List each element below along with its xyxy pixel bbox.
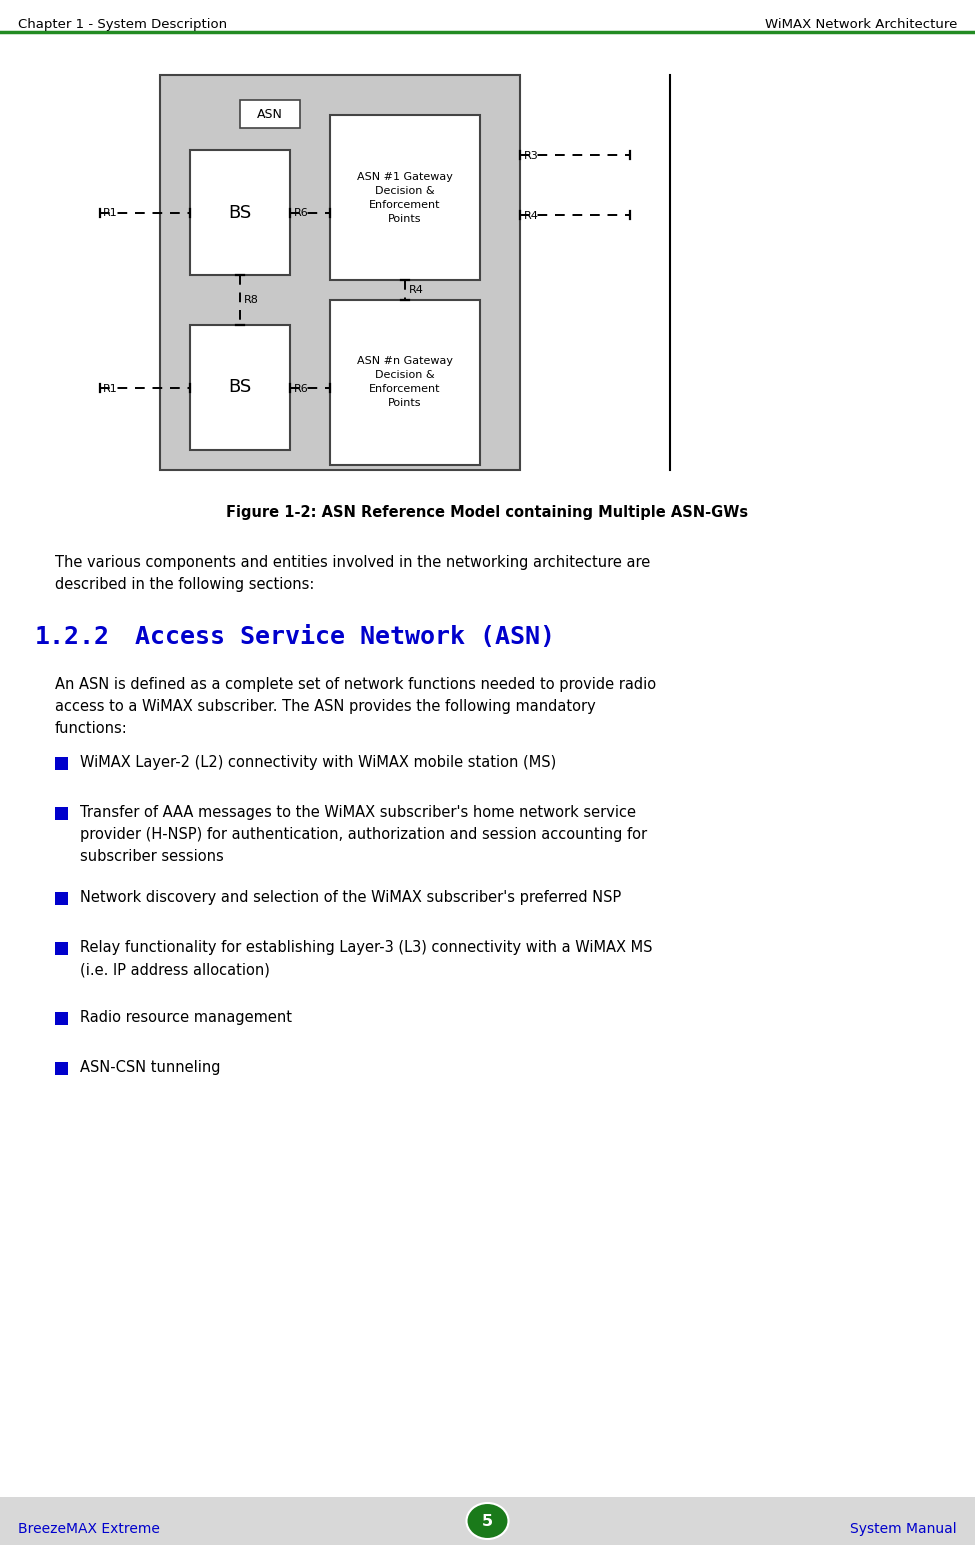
- Bar: [190, 324, 290, 450]
- Bar: [55, 942, 68, 955]
- Text: ASN: ASN: [257, 108, 283, 121]
- Text: ASN #n Gateway
Decision &
Enforcement
Points: ASN #n Gateway Decision & Enforcement Po…: [357, 357, 453, 408]
- Text: An ASN is defined as a complete set of network functions needed to provide radio: An ASN is defined as a complete set of n…: [55, 677, 656, 737]
- Text: ASN #1 Gateway
Decision &
Enforcement
Points: ASN #1 Gateway Decision & Enforcement Po…: [357, 171, 453, 224]
- Text: R1: R1: [103, 209, 118, 218]
- Text: WiMAX Network Architecture: WiMAX Network Architecture: [764, 19, 957, 31]
- Bar: [160, 76, 520, 470]
- Text: The various components and entities involved in the networking architecture are
: The various components and entities invo…: [55, 555, 650, 592]
- Bar: [0, 1497, 975, 1545]
- Ellipse shape: [466, 1503, 509, 1539]
- Bar: [240, 100, 300, 128]
- Text: WiMAX Layer-2 (L2) connectivity with WiMAX mobile station (MS): WiMAX Layer-2 (L2) connectivity with WiM…: [80, 756, 557, 769]
- Text: BS: BS: [228, 204, 252, 221]
- Text: R4: R4: [524, 212, 539, 221]
- Text: Network discovery and selection of the WiMAX subscriber's preferred NSP: Network discovery and selection of the W…: [80, 890, 621, 905]
- Text: Figure 1-2: ASN Reference Model containing Multiple ASN-GWs: Figure 1-2: ASN Reference Model containi…: [226, 505, 748, 521]
- Text: 1.2.2: 1.2.2: [35, 626, 110, 649]
- Text: 5: 5: [482, 1514, 493, 1528]
- Bar: [55, 891, 68, 905]
- Text: R1: R1: [103, 383, 118, 394]
- Text: System Manual: System Manual: [850, 1522, 957, 1536]
- Text: Transfer of AAA messages to the WiMAX subscriber's home network service
provider: Transfer of AAA messages to the WiMAX su…: [80, 805, 647, 864]
- Text: BS: BS: [228, 379, 252, 397]
- Text: Access Service Network (ASN): Access Service Network (ASN): [135, 626, 555, 649]
- Text: BreezeMAX Extreme: BreezeMAX Extreme: [18, 1522, 160, 1536]
- Text: R4: R4: [409, 284, 424, 295]
- Text: Radio resource management: Radio resource management: [80, 1010, 292, 1024]
- Text: ASN-CSN tunneling: ASN-CSN tunneling: [80, 1060, 220, 1075]
- Bar: [55, 806, 68, 820]
- Text: Chapter 1 - System Description: Chapter 1 - System Description: [18, 19, 227, 31]
- Text: Relay functionality for establishing Layer-3 (L3) connectivity with a WiMAX MS
(: Relay functionality for establishing Lay…: [80, 939, 652, 976]
- Bar: [190, 150, 290, 275]
- Bar: [330, 300, 480, 465]
- Text: R8: R8: [244, 295, 259, 304]
- Text: R3: R3: [524, 151, 539, 161]
- Text: R6: R6: [294, 209, 309, 218]
- Bar: [330, 114, 480, 280]
- Text: R6: R6: [294, 383, 309, 394]
- Bar: [55, 1012, 68, 1024]
- Bar: [55, 1061, 68, 1075]
- Bar: [55, 757, 68, 769]
